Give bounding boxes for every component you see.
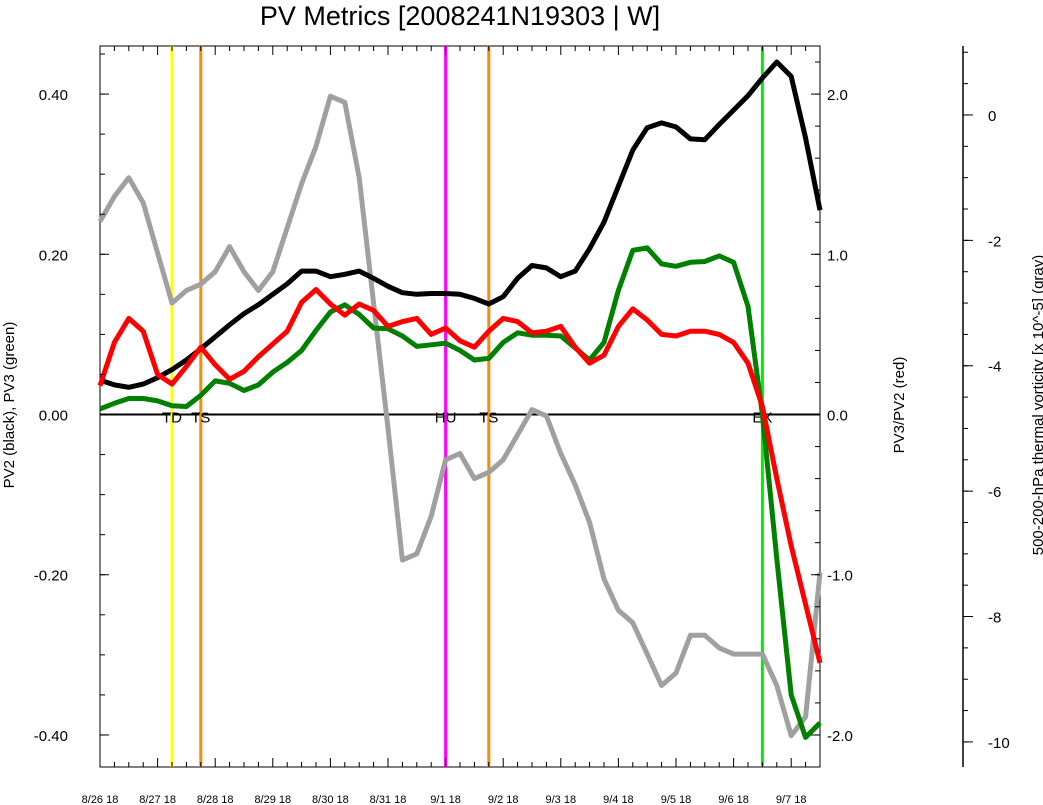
x-tick-label: 9/2 18 [488, 794, 519, 805]
plot-frame [99, 45, 821, 768]
event-marker-label: TD [162, 410, 182, 427]
far-right-tick-label: -8 [988, 610, 1001, 627]
left-tick-label: -0.20 [34, 568, 68, 585]
series-line-pv3 [99, 245, 822, 740]
series-line-pv3-pv2 [97, 287, 823, 664]
right-tick-label: 0.0 [827, 408, 848, 425]
far-right-tick-label: 0 [988, 108, 996, 125]
event-marker-label: TS [479, 410, 498, 427]
event-marker-label: TS [191, 410, 210, 427]
series-lines [97, 59, 823, 740]
far-right-tick-label: -4 [988, 359, 1001, 376]
left-tick-label: 0.40 [39, 87, 68, 104]
far-right-tick-label: -10 [988, 735, 1010, 752]
far-right-tick-label: -6 [988, 484, 1001, 501]
x-tick-label: 9/1 18 [430, 794, 461, 805]
right-tick-label: -2.0 [827, 728, 853, 745]
left-tick-label: -0.40 [34, 728, 68, 745]
chart-title: PV Metrics [2008241N19303 | W] [260, 1, 660, 31]
right-tick-label: 1.0 [827, 247, 848, 264]
right-tick-label: 2.0 [827, 87, 848, 104]
x-tick-label: 9/6 18 [718, 794, 749, 805]
plot-area [99, 45, 821, 768]
x-tick-label: 8/30 18 [312, 794, 349, 805]
x-tick-label: 8/31 18 [370, 794, 407, 805]
right-axis-label: PV3/PV2 (red) [891, 357, 908, 454]
x-tick-label: 8/28 18 [197, 794, 234, 805]
x-tick-label: 9/7 18 [776, 794, 807, 805]
far-right-tick-label: -2 [988, 233, 1001, 250]
right-tick-label: -1.0 [827, 568, 853, 585]
series-line-thermal-vorticity [97, 93, 823, 739]
x-tick-label: 9/3 18 [546, 794, 577, 805]
far-right-axis-label: 500-200-hPa thermal vorticity [x 10^-5] … [1030, 255, 1043, 556]
left-tick-label: 0.20 [39, 247, 68, 264]
x-tick-label: 8/26 18 [82, 794, 119, 805]
x-tick-label: 8/27 18 [139, 794, 176, 805]
x-tick-label: 9/5 18 [661, 794, 692, 805]
x-tick-label: 9/4 18 [603, 794, 634, 805]
left-tick-label: 0.00 [39, 408, 68, 425]
event-marker-label: HU [435, 410, 457, 427]
x-tick-label: 8/29 18 [254, 794, 291, 805]
axes: 8/26 18 8/27 18 8/28 18 8/29 18 8/30 18 8/31 … [34, 46, 1010, 805]
event-markers: TD TS HU TS EX [162, 46, 772, 767]
series-line-pv2 [99, 59, 823, 390]
left-axis-label: PV2 (black), PV3 (green) [1, 322, 18, 489]
